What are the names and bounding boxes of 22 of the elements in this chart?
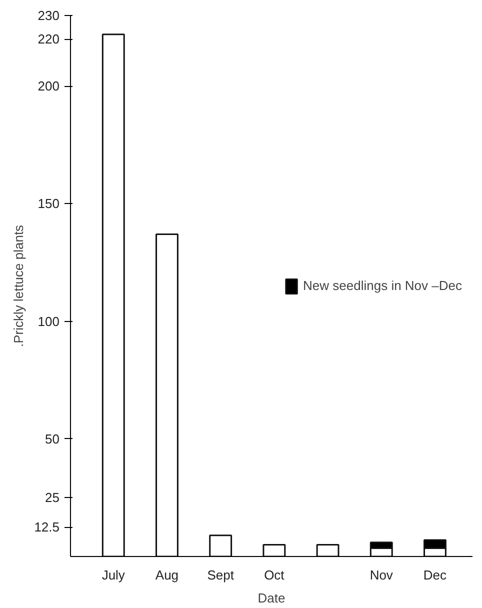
bar: [156, 234, 178, 556]
y-axis-title: .Prickly lettuce plants: [11, 224, 26, 348]
y-tick-label: 200: [38, 78, 60, 94]
y-tick-label: 220: [38, 32, 60, 47]
y-tick-label: 12.5: [34, 520, 60, 535]
bar: [316, 544, 340, 556]
y-tick-label: 50: [45, 431, 60, 446]
y-tick-label: 150: [38, 196, 60, 212]
y-tick-label: 25: [45, 490, 60, 506]
x-axis-title: Date: [258, 590, 286, 606]
x-tick-label: Sept: [207, 568, 234, 582]
bar: [102, 34, 125, 556]
x-tick-label: Dec: [423, 568, 448, 582]
x-tick-label: Aug: [155, 568, 179, 582]
legend-label: New seedlings in Nov –Dec: [303, 278, 462, 293]
x-tick-label: Nov: [370, 568, 394, 582]
x-tick-label: July: [102, 568, 126, 582]
y-tick-label: 100: [38, 314, 60, 329]
bar: [262, 544, 286, 556]
y-tick-label: 230: [38, 8, 60, 23]
bar: [209, 534, 232, 556]
x-tick-label: Oct: [264, 568, 285, 582]
